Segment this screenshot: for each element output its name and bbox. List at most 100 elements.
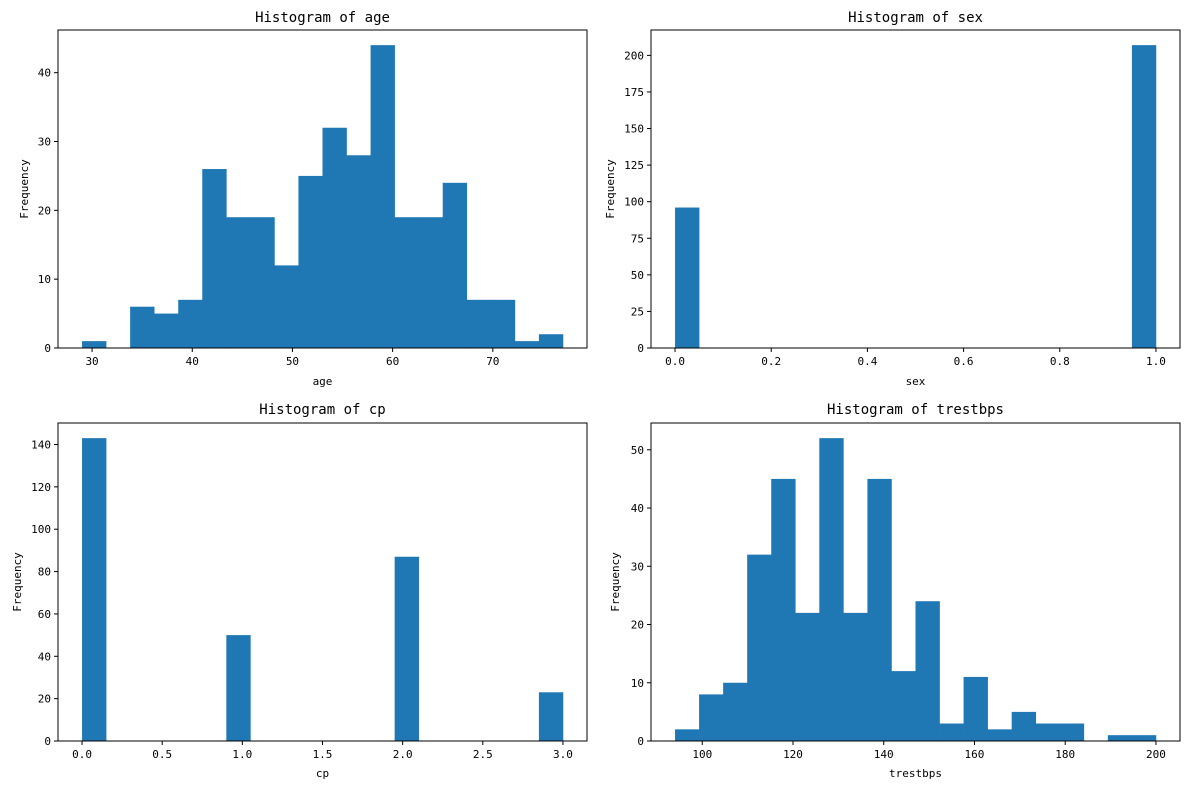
histogram-bar xyxy=(490,299,516,348)
histogram-bar xyxy=(963,676,988,741)
plot-frame xyxy=(57,422,588,742)
histogram-bar xyxy=(130,306,155,348)
y-ticks: 0 20 40 60 80 100 120 140 xyxy=(31,438,58,748)
histogram-bar xyxy=(418,217,444,348)
histogram-bar xyxy=(675,729,700,741)
x-ticks: 0.0 0.2 0.4 0.6 0.8 1.0 xyxy=(665,348,1166,368)
x-tick-label: 40 xyxy=(186,355,199,368)
chart-title: Histogram of age xyxy=(255,10,390,26)
bars xyxy=(82,438,564,741)
y-ticks: 0 10 20 30 40 xyxy=(38,67,58,355)
y-tick-label: 0 xyxy=(44,342,51,355)
histogram-bar xyxy=(939,723,964,741)
x-tick-label: 0.8 xyxy=(1050,355,1070,368)
y-tick-label: 0 xyxy=(637,735,644,748)
histogram-bar xyxy=(298,175,323,348)
x-axis-label: cp xyxy=(316,767,329,780)
x-ticks: 0.0 0.5 1.0 1.5 2.0 2.5 3.0 xyxy=(72,741,573,761)
x-ticks: 100 120 140 160 180 200 xyxy=(692,741,1166,761)
x-tick-label: 3.0 xyxy=(553,748,573,761)
histogram-bar xyxy=(867,478,892,741)
histogram-bar xyxy=(675,207,700,348)
x-tick-label: 200 xyxy=(1146,748,1166,761)
y-tick-label: 10 xyxy=(631,677,644,690)
y-tick-label: 50 xyxy=(631,269,644,282)
x-tick-label: 60 xyxy=(386,355,399,368)
histogram-bar xyxy=(987,729,1012,741)
y-tick-label: 30 xyxy=(38,136,51,149)
histogram-bar xyxy=(82,341,107,348)
y-tick-label: 40 xyxy=(631,502,644,515)
panel-sex: Histogram of sex sex Frequency 0.0 0.2 0.4… xyxy=(604,10,1181,388)
x-tick-label: 1.0 xyxy=(232,748,252,761)
x-tick-label: 160 xyxy=(965,748,985,761)
histogram-bar xyxy=(891,671,916,741)
plot-frame xyxy=(650,29,1181,349)
y-ticks: 0 25 50 75 100 125 150 175 200 xyxy=(624,49,651,355)
histogram-bar xyxy=(178,299,203,348)
bars xyxy=(675,438,1157,741)
x-axis-label: trestbps xyxy=(889,767,942,780)
y-tick-label: 0 xyxy=(637,342,644,355)
histogram-bar xyxy=(1131,735,1157,741)
y-tick-label: 140 xyxy=(31,438,51,451)
histogram-bar xyxy=(795,612,820,741)
x-tick-label: 120 xyxy=(783,748,803,761)
histogram-bar xyxy=(699,694,724,741)
chart-title: Histogram of cp xyxy=(259,402,385,418)
y-tick-label: 20 xyxy=(631,619,644,632)
bars xyxy=(82,45,564,349)
panel-trestbps: Histogram of trestbps trestbps Frequency… xyxy=(609,402,1181,780)
x-tick-label: 30 xyxy=(85,355,98,368)
y-tick-label: 20 xyxy=(38,204,51,217)
histogram-bar xyxy=(226,635,251,741)
x-tick-label: 50 xyxy=(286,355,299,368)
histogram-bar xyxy=(466,299,492,348)
histogram-bar xyxy=(1035,723,1061,741)
histogram-bar xyxy=(1107,735,1133,741)
chart-title: Histogram of sex xyxy=(848,10,983,26)
histogram-bar xyxy=(819,438,844,741)
y-tick-label: 100 xyxy=(31,523,51,536)
x-axis-label: age xyxy=(313,375,333,388)
histogram-bar xyxy=(154,313,179,348)
y-tick-label: 125 xyxy=(624,159,644,172)
histogram-bar xyxy=(723,682,748,741)
y-axis-label: Frequency xyxy=(604,159,617,219)
histogram-bar xyxy=(771,478,796,741)
y-tick-label: 30 xyxy=(631,560,644,573)
x-tick-label: 2.5 xyxy=(473,748,493,761)
histogram-bar xyxy=(274,265,299,348)
y-tick-label: 50 xyxy=(631,444,644,457)
histogram-bar xyxy=(394,556,419,741)
histogram-bar xyxy=(346,155,371,348)
y-axis-label: Frequency xyxy=(609,552,622,612)
x-tick-label: 100 xyxy=(692,748,712,761)
y-tick-label: 200 xyxy=(624,49,644,62)
histogram-bar xyxy=(442,182,468,348)
x-tick-label: 0.5 xyxy=(152,748,172,761)
x-tick-label: 0.2 xyxy=(761,355,781,368)
x-tick-label: 0.4 xyxy=(857,355,877,368)
y-tick-label: 75 xyxy=(631,232,644,245)
x-axis-label: sex xyxy=(906,375,926,388)
x-tick-label: 180 xyxy=(1055,748,1075,761)
histogram-bar xyxy=(1059,723,1085,741)
y-tick-label: 100 xyxy=(624,196,644,209)
histogram-bar xyxy=(1011,711,1037,741)
y-tick-label: 120 xyxy=(31,481,51,494)
y-tick-label: 40 xyxy=(38,67,51,80)
x-ticks: 30 40 50 60 70 xyxy=(85,348,499,368)
histogram-bar xyxy=(202,169,227,348)
x-tick-label: 70 xyxy=(486,355,499,368)
histogram-bar xyxy=(226,217,251,348)
histogram-bar xyxy=(250,217,275,348)
x-tick-label: 0.0 xyxy=(665,355,685,368)
y-tick-label: 40 xyxy=(38,650,51,663)
y-tick-label: 10 xyxy=(38,273,51,286)
histogram-bar xyxy=(514,341,540,348)
y-tick-label: 150 xyxy=(624,123,644,136)
y-tick-label: 25 xyxy=(631,305,644,318)
histogram-bar xyxy=(370,45,395,348)
